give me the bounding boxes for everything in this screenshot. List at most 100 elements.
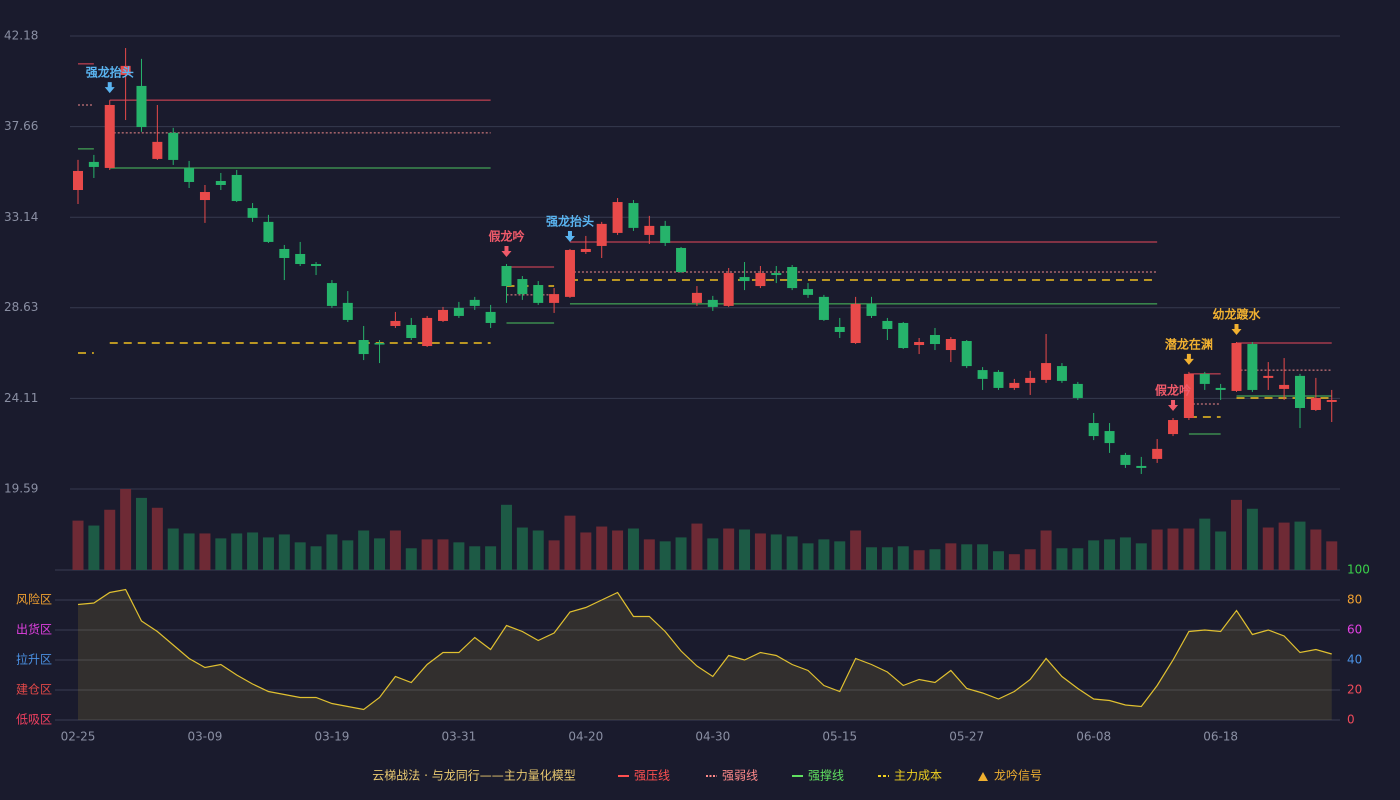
candle-body bbox=[612, 202, 623, 233]
volume-bar bbox=[659, 541, 671, 570]
candle-body bbox=[1136, 465, 1147, 468]
volume-bar bbox=[754, 533, 766, 570]
volume-bar bbox=[532, 530, 544, 570]
volume-bar bbox=[262, 537, 274, 570]
candle-body bbox=[850, 303, 861, 344]
volume-bar bbox=[1104, 539, 1116, 570]
legend-label: 强压线 bbox=[634, 769, 670, 783]
osc-tick-label: 80 bbox=[1347, 593, 1362, 607]
candle-body bbox=[422, 317, 433, 347]
candle-body bbox=[1072, 383, 1083, 398]
y-tick-label: 19.59 bbox=[4, 482, 38, 496]
volume-bar bbox=[564, 515, 576, 570]
candle-body bbox=[469, 299, 480, 306]
candle-body bbox=[771, 273, 782, 276]
volume-bar bbox=[1040, 530, 1052, 570]
volume-bar bbox=[707, 538, 719, 570]
candle-body bbox=[549, 294, 560, 303]
volume-bar bbox=[881, 547, 893, 570]
zone-label: 低吸区 bbox=[16, 713, 52, 727]
candle-body bbox=[1088, 423, 1099, 437]
candle-body bbox=[660, 225, 671, 243]
zone-label: 建仓区 bbox=[16, 683, 52, 697]
volume-bar bbox=[437, 539, 449, 570]
volume-bar bbox=[977, 544, 989, 570]
legend-label: 强弱线 bbox=[722, 769, 758, 783]
volume-bar bbox=[1278, 522, 1290, 570]
candle-body bbox=[485, 311, 496, 323]
candle-body bbox=[1056, 366, 1067, 381]
volume-bar bbox=[326, 534, 338, 570]
legend-label: 强撑线 bbox=[808, 768, 844, 783]
candle-body bbox=[803, 289, 814, 295]
volume-bar bbox=[231, 533, 243, 570]
volume-bar bbox=[500, 504, 512, 570]
volume-bar bbox=[1072, 548, 1084, 570]
osc-tick-label: 20 bbox=[1347, 683, 1362, 697]
signal-arrow bbox=[564, 230, 575, 242]
zone-label: 出货区 bbox=[16, 622, 52, 637]
candle-body bbox=[644, 225, 655, 235]
volume-bar bbox=[643, 539, 655, 570]
volume-bar bbox=[421, 539, 433, 570]
volume-bar bbox=[374, 538, 386, 570]
candle-body bbox=[152, 141, 163, 159]
signal-arrow bbox=[104, 82, 115, 94]
candle-body bbox=[263, 221, 274, 242]
candle-body bbox=[580, 248, 591, 252]
volume-bar bbox=[897, 546, 909, 570]
volume-bar bbox=[342, 540, 354, 570]
candle-body bbox=[628, 203, 639, 228]
candle-body bbox=[961, 341, 972, 367]
signal-label: 潜龙在渊 bbox=[1165, 336, 1213, 351]
x-tick-label: 05-27 bbox=[949, 730, 984, 744]
candle-body bbox=[295, 253, 306, 265]
signal-label: 幼龙踱水 bbox=[1213, 307, 1262, 322]
candle-body bbox=[88, 161, 99, 167]
candle-body bbox=[279, 248, 290, 258]
volume-bar bbox=[278, 534, 290, 570]
volume-bar bbox=[310, 546, 322, 570]
volume-bar bbox=[1310, 529, 1322, 570]
x-tick-label: 03-19 bbox=[314, 730, 349, 744]
x-tick-label: 02-25 bbox=[61, 730, 96, 744]
volume-bar bbox=[1294, 521, 1306, 570]
candle-body bbox=[136, 85, 147, 128]
volume-bar bbox=[247, 532, 259, 570]
volume-bar bbox=[199, 533, 211, 570]
volume-bar bbox=[183, 533, 195, 570]
candle-body bbox=[406, 324, 417, 338]
volume-bar bbox=[151, 507, 163, 570]
candle-body bbox=[707, 299, 718, 307]
osc-line bbox=[77, 588, 1332, 711]
volume-bar bbox=[596, 526, 608, 570]
candle-body bbox=[184, 167, 195, 182]
signal-arrow bbox=[501, 246, 512, 258]
candle-body bbox=[73, 170, 83, 191]
volume-bar bbox=[1088, 540, 1100, 570]
candle-body bbox=[247, 208, 258, 218]
candle-body bbox=[374, 343, 385, 345]
volume-bar bbox=[612, 530, 624, 570]
osc-tick-label: 60 bbox=[1347, 623, 1362, 637]
volume-bar bbox=[120, 489, 132, 570]
candle-body bbox=[215, 180, 226, 185]
signal-arrow bbox=[1231, 324, 1242, 336]
x-tick-label: 04-30 bbox=[695, 730, 730, 744]
volume-bar bbox=[992, 551, 1004, 570]
candle-body bbox=[453, 307, 464, 316]
volume-bar bbox=[802, 543, 814, 570]
signal-label: 强龙抬头 bbox=[546, 213, 594, 228]
volume-bar bbox=[945, 543, 957, 570]
volume-bar bbox=[389, 530, 401, 570]
y-tick-label: 33.14 bbox=[4, 210, 38, 224]
x-tick-label: 03-09 bbox=[188, 730, 223, 744]
signal-label: 强龙抬头 bbox=[86, 65, 134, 80]
volume-bar bbox=[294, 542, 306, 570]
volume-bar bbox=[675, 537, 687, 570]
volume-bar bbox=[866, 547, 877, 570]
volume-bar bbox=[818, 539, 830, 570]
volume-bar bbox=[1246, 508, 1258, 570]
